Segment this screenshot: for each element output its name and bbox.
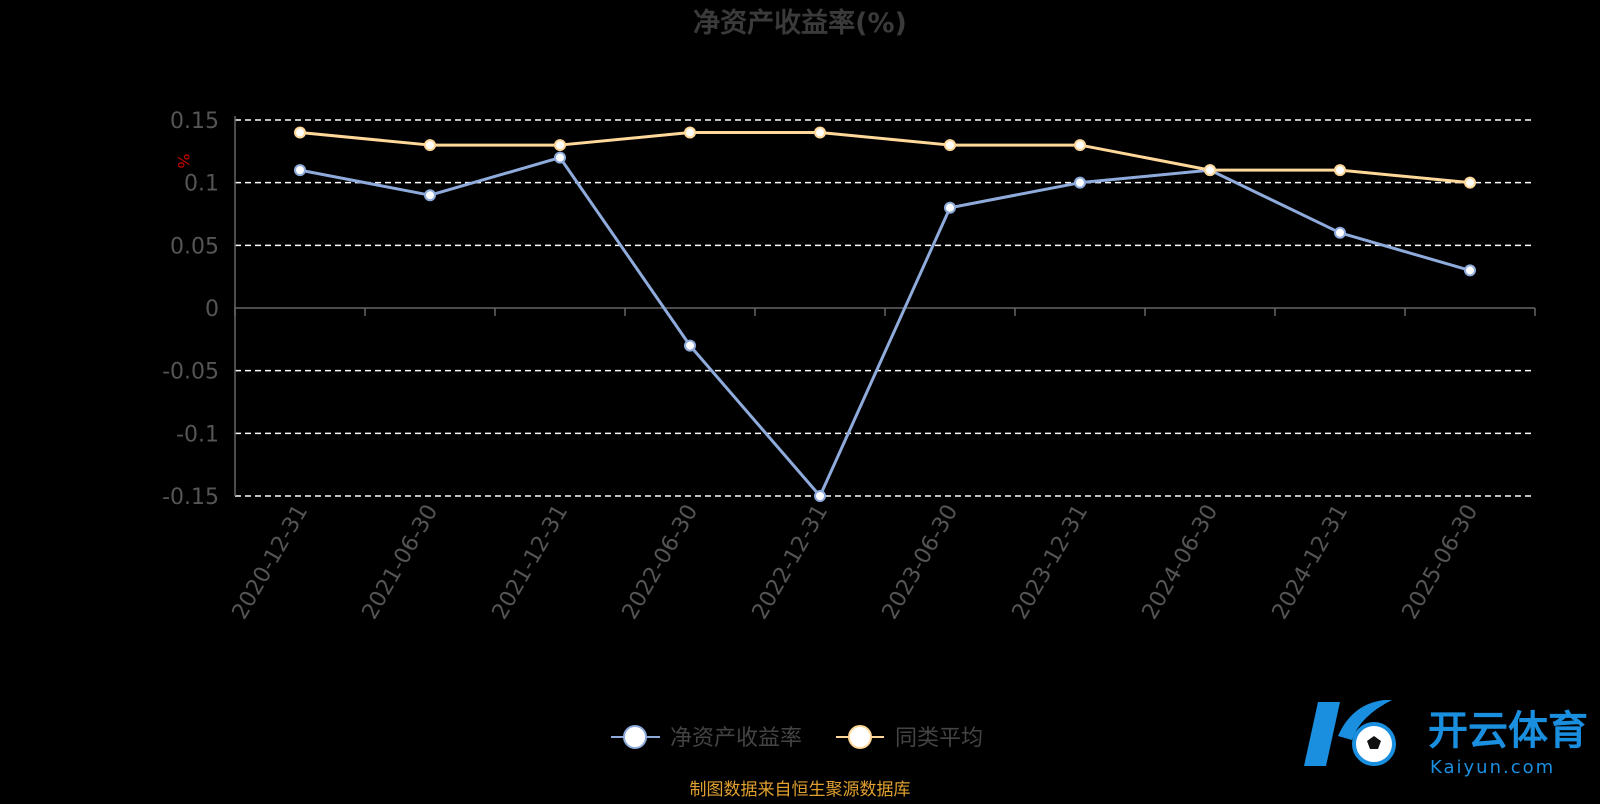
series-0-point-9 — [1464, 264, 1476, 277]
logo-k-mark — [1304, 702, 1340, 766]
x-tick-label-9: 2025-06-30 — [1398, 501, 1484, 624]
x-tick-label-4: 2022-12-31 — [748, 501, 834, 624]
series-1-point-9 — [1464, 176, 1476, 189]
kaiyun-logo: 开云体育 Kaiyun.com — [1304, 700, 1588, 778]
series-1-point-0 — [294, 126, 306, 139]
y-axis-label: % — [174, 153, 193, 168]
x-tick-labels: 2020-12-31 2021-06-30 2021-12-31 2022-06-30… — [228, 501, 1484, 624]
y-tick-label-4: -0.05 — [162, 360, 219, 385]
chart-title: 净资产收益率(%) — [693, 7, 907, 39]
legend-item-peer-average[interactable]: 同类平均 — [836, 725, 983, 751]
y-tick-label-0: 0.15 — [170, 109, 219, 134]
series-line-0 — [299, 156, 1471, 498]
x-tick-label-1: 2021-06-30 — [358, 501, 444, 624]
series-0-point-3 — [684, 339, 696, 352]
legend-marker-roe — [623, 725, 647, 749]
y-tick-label-3: 0 — [205, 297, 219, 322]
series-0-point-4 — [814, 490, 826, 502]
legend-label-peer-average: 同类平均 — [895, 726, 983, 751]
y-tick-label-2: 0.05 — [170, 234, 219, 259]
logo-brand-url: Kaiyun.com — [1430, 757, 1555, 778]
x-tick-label-8: 2024-12-31 — [1268, 501, 1354, 624]
series-0-point-8 — [1334, 226, 1346, 239]
series-1-point-7 — [1204, 164, 1216, 177]
legend-marker-peer-average — [848, 725, 872, 749]
series-line-1 — [299, 131, 1471, 185]
x-tick-label-2: 2021-12-31 — [488, 501, 574, 624]
source-note: 制图数据来自恒生聚源数据库 — [690, 780, 911, 800]
legend-item-roe[interactable]: 净资产收益率 — [611, 725, 802, 751]
y-tick-labels: 0.15 0.1 0.05 0 -0.05 -0.1 -0.15 — [162, 109, 219, 510]
grid-lines — [235, 119, 1535, 497]
x-tick-label-7: 2024-06-30 — [1138, 501, 1224, 624]
x-tick-label-3: 2022-06-30 — [618, 501, 704, 624]
series-1-point-2 — [554, 139, 566, 152]
series-1-point-6 — [1074, 139, 1086, 152]
legend[interactable]: 净资产收益率 同类平均 — [611, 725, 983, 751]
y-tick-label-1: 0.1 — [184, 172, 219, 197]
axes — [234, 116, 1536, 496]
series-0-point-2 — [554, 151, 566, 164]
series-1-point-3 — [684, 126, 696, 139]
logo-brand-cn: 开云体育 — [1428, 708, 1588, 754]
series-1-point-5 — [944, 139, 956, 152]
x-tick-label-5: 2023-06-30 — [878, 501, 964, 624]
y-tick-label-6: -0.15 — [162, 485, 219, 510]
y-tick-label-5: -0.1 — [176, 422, 219, 447]
series-1-point-4 — [814, 126, 826, 139]
series-1-point-1 — [424, 139, 436, 152]
series-0-point-0 — [294, 164, 306, 177]
x-tick-label-6: 2023-12-31 — [1008, 501, 1094, 624]
series-1-point-8 — [1334, 164, 1346, 177]
series-0-point-1 — [424, 189, 436, 202]
series-0-point-6 — [1074, 176, 1086, 189]
x-tick-label-0: 2020-12-31 — [228, 501, 314, 624]
legend-label-roe: 净资产收益率 — [670, 726, 802, 751]
series-lines — [294, 126, 1476, 502]
series-0-point-5 — [944, 201, 956, 214]
